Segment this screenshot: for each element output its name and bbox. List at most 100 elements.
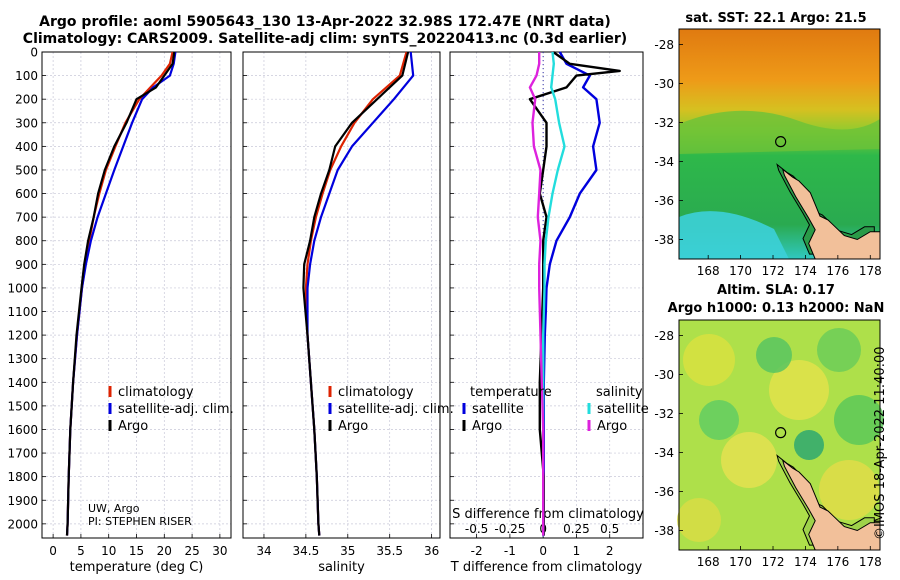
diff-legend-t-satellite-label: satellite — [472, 402, 524, 417]
sal-legend-climatology-label: climatology — [338, 385, 414, 400]
sla-anomaly-blob — [834, 395, 884, 445]
figure-title-line2: Climatology: CARS2009. Satellite-adj cli… — [22, 31, 628, 47]
sal-legend-satellite-label: satellite-adj. clim. — [338, 402, 454, 417]
y-tick-label: 1800 — [7, 470, 38, 484]
s-diff-axis-label: S difference from climatology — [452, 507, 644, 522]
x-tick-label: 15 — [129, 544, 144, 558]
y-tick-label: 700 — [15, 211, 38, 225]
difference-panel: -2 -1 0 1 2 T difference from climatology S di… — [449, 51, 649, 575]
s-diff-tick-label: 0.25 — [563, 522, 590, 536]
new-zealand-land — [781, 458, 881, 551]
map-y-tick-label: -34 — [654, 446, 674, 460]
argo-position-marker — [775, 427, 787, 439]
map-x-tick-label: 168 — [697, 555, 720, 569]
temp-legend-climatology-label: climatology — [118, 385, 194, 400]
sla-anomaly-blob — [794, 430, 824, 460]
diff-legend-salinity-title: salinity — [596, 385, 643, 400]
sla-map-title2: Argo h1000: 0.13 h2000: NaN — [667, 301, 885, 316]
y-tick-label: 400 — [15, 140, 38, 154]
x-tick-label: 35 — [340, 544, 355, 558]
annotation-pi: PI: STEPHEN RISER — [88, 515, 192, 528]
x-tick-label: 0 — [539, 544, 547, 558]
y-tick-label: 100 — [15, 69, 38, 83]
y-tick-label: 0 — [30, 46, 38, 60]
y-tick-label: 900 — [15, 258, 38, 272]
map-x-tick-label: 178 — [859, 264, 882, 278]
map-x-tick-label: 174 — [794, 264, 817, 278]
x-tick-label: 35.5 — [376, 544, 403, 558]
map-x-tick-label: 176 — [826, 555, 849, 569]
sal-climatology-line — [304, 51, 408, 536]
sst-map-panel: -28 -30 -32 -34 -36 -38 168 170 172 174 176 178 — [654, 28, 882, 278]
sla-anomaly-blob — [817, 328, 861, 372]
sla-anomaly-blob — [683, 334, 735, 386]
x-tick-label: 34 — [256, 544, 271, 558]
plot-frame — [41, 51, 232, 539]
argo-position-marker — [775, 136, 787, 148]
y-tick-label: 600 — [15, 187, 38, 201]
temp-legend-argo-label: Argo — [118, 419, 148, 434]
map-x-tick-label: 170 — [729, 555, 752, 569]
y-tick-label: 300 — [15, 116, 38, 130]
map-y-tick-label: -32 — [654, 407, 674, 421]
x-tick-label: 30 — [212, 544, 227, 558]
diff-legend-t-argo-label: Argo — [472, 419, 502, 434]
x-axis-label: T difference from climatology — [450, 560, 643, 575]
new-zealand-land — [781, 167, 881, 260]
sal-legend-argo-label: Argo — [338, 419, 368, 434]
annotation-institution: UW, Argo — [88, 502, 140, 515]
map-y-tick-label: -36 — [654, 194, 674, 208]
y-tick-label: 1900 — [7, 494, 38, 508]
temp-satellite-line — [65, 51, 177, 536]
x-axis-label: temperature (deg C) — [70, 560, 204, 575]
x-axis-label: salinity — [318, 560, 365, 575]
s-diff-tick-label: -0.25 — [494, 522, 525, 536]
x-tick-label: 2 — [606, 544, 614, 558]
plot-frame — [449, 51, 644, 539]
map-y-tick-label: -30 — [654, 368, 674, 382]
y-tick-label: 1400 — [7, 376, 38, 390]
x-tick-label: 0 — [49, 544, 57, 558]
y-tick-label: 2000 — [7, 517, 38, 531]
y-tick-label: 800 — [15, 234, 38, 248]
x-tick-label: 34.5 — [293, 544, 320, 558]
s-diff-tick-label: -0.5 — [465, 522, 488, 536]
salinity-panel: 34 34.5 35 35.5 36 salinity climatology satelli… — [242, 51, 454, 575]
t-diff-satellite-line — [542, 51, 601, 536]
x-tick-label: 36 — [424, 544, 439, 558]
map-y-tick-label: -28 — [654, 38, 674, 52]
x-tick-label: -2 — [471, 544, 483, 558]
sst-map-title: sat. SST: 22.1 Argo: 21.5 — [685, 11, 867, 26]
diff-legend-s-satellite-label: satellite — [597, 402, 649, 417]
y-tick-label: 1000 — [7, 281, 38, 295]
map-x-tick-label: 176 — [826, 264, 849, 278]
plot-frame — [242, 51, 441, 539]
y-tick-label: 500 — [15, 163, 38, 177]
sla-anomaly-blob — [756, 337, 792, 373]
sst-front — [679, 110, 880, 154]
temp-legend-satellite-label: satellite-adj. clim. — [118, 402, 234, 417]
map-y-tick-label: -30 — [654, 77, 674, 91]
y-tick-label: 1300 — [7, 352, 38, 366]
sla-map-panel: -28 -30 -32 -34 -36 -38 168 170 172 174 176 178 — [654, 319, 884, 569]
x-tick-label: 5 — [77, 544, 85, 558]
map-y-tick-label: -36 — [654, 485, 674, 499]
x-tick-label: 10 — [101, 544, 116, 558]
diff-legend-s-argo-label: Argo — [597, 419, 627, 434]
x-tick-label: -1 — [504, 544, 516, 558]
diff-legend-temperature-title: temperature — [470, 385, 552, 400]
map-y-tick-label: -32 — [654, 116, 674, 130]
y-tick-label: 1700 — [7, 447, 38, 461]
temp-climatology-line — [65, 51, 174, 536]
sla-anomaly-blob — [819, 460, 879, 520]
map-y-tick-label: -38 — [654, 524, 674, 538]
y-tick-label: 1200 — [7, 329, 38, 343]
sla-anomaly-blob — [699, 400, 739, 440]
map-x-tick-label: 168 — [697, 264, 720, 278]
map-x-tick-label: 170 — [729, 264, 752, 278]
sal-argo-line — [302, 51, 410, 536]
x-tick-label: 20 — [157, 544, 172, 558]
y-tick-label: 1500 — [7, 399, 38, 413]
y-tick-label: 200 — [15, 93, 38, 107]
